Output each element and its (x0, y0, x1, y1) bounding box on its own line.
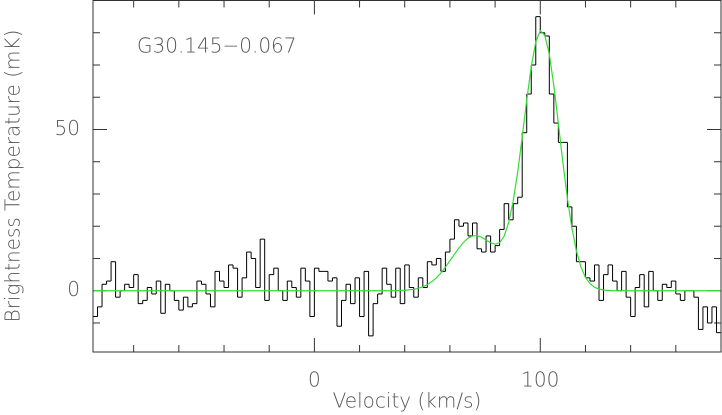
y-tick-label: 0 (67, 277, 80, 301)
y-tick-label: 50 (55, 116, 80, 140)
plot-frame (92, 0, 722, 353)
y-axis-label: Brightness Temperature (mK) (1, 30, 25, 323)
fit-line (93, 29, 721, 292)
x-tick-label: 0 (308, 368, 321, 392)
x-axis-label: Velocity (km/s) (333, 389, 482, 413)
annotation: G30.145−0.067 (137, 34, 297, 58)
x-tick-label: 100 (521, 368, 559, 392)
